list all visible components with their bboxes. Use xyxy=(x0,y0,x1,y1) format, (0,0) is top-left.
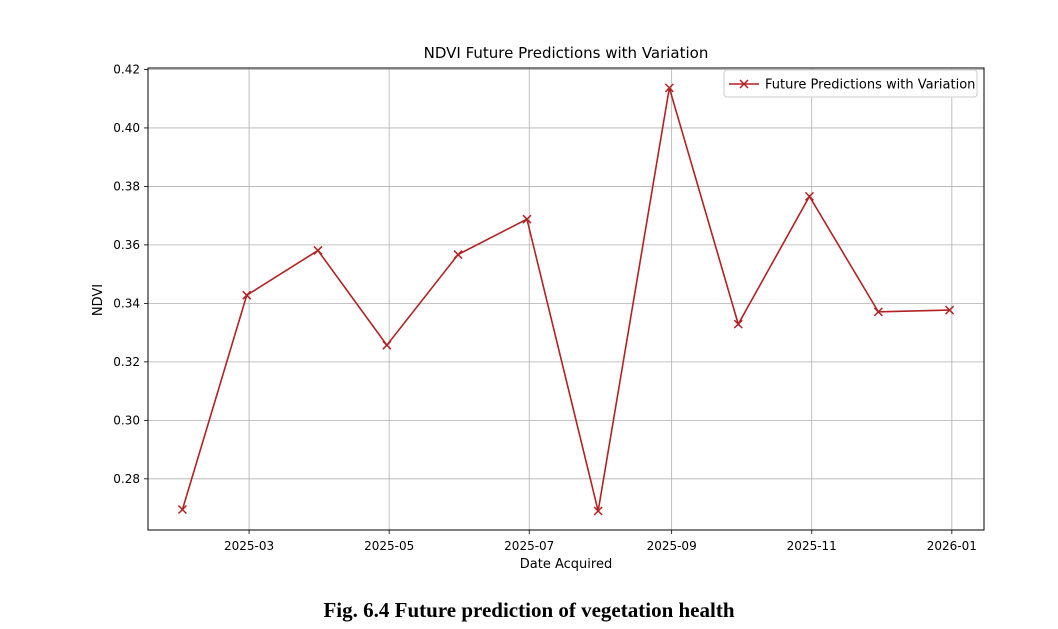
series-layer xyxy=(177,83,955,516)
chart-title: NDVI Future Predictions with Variation xyxy=(424,44,709,62)
x-tick-label: 2025-07 xyxy=(504,539,554,553)
grid xyxy=(148,68,984,530)
x-tick-label: 2025-09 xyxy=(647,539,697,553)
data-point xyxy=(873,307,883,317)
data-point xyxy=(593,506,603,516)
y-tick-label: 0.38 xyxy=(113,179,140,193)
y-tick-label: 0.28 xyxy=(113,472,140,486)
data-point xyxy=(522,214,532,224)
x-tick-label: 2025-05 xyxy=(364,539,414,553)
legend-marker xyxy=(739,79,749,89)
legend-marker-icon xyxy=(739,79,749,89)
figure-caption: Fig. 6.4 Future prediction of vegetation… xyxy=(323,598,735,622)
x-tick-label: 2026-01 xyxy=(927,539,977,553)
axes: 0.28 0.30 0.32 0.34 0.36 0.38 0.40 0.42 2025-03 2… xyxy=(113,62,985,553)
marker-stroke xyxy=(664,83,674,93)
legend-label: Future Predictions with Variation xyxy=(765,78,975,93)
x-tick-label: 2025-11 xyxy=(787,539,837,553)
plot-frame xyxy=(147,67,985,531)
y-tick-label: 0.30 xyxy=(113,413,140,427)
marker-stroke xyxy=(945,305,955,315)
data-point xyxy=(382,340,392,350)
y-tick-label: 0.34 xyxy=(113,296,140,310)
legend: Future Predictions with Variation xyxy=(723,69,978,98)
marker-stroke xyxy=(804,191,814,201)
marker-stroke xyxy=(593,506,603,516)
chart: NDVI Future Predictions with Variation D… xyxy=(91,44,985,572)
data-point xyxy=(664,83,674,93)
marker-stroke xyxy=(177,505,187,515)
marker-stroke xyxy=(242,290,252,300)
y-axis-label: NDVI xyxy=(91,284,106,316)
y-tick-label: 0.36 xyxy=(113,238,140,252)
marker-stroke xyxy=(382,340,392,350)
data-point xyxy=(177,505,187,515)
data-point xyxy=(733,319,743,329)
marker-stroke xyxy=(453,250,463,260)
data-point xyxy=(313,245,323,255)
y-tick-label: 0.40 xyxy=(113,121,140,135)
marker-stroke xyxy=(313,245,323,255)
data-point xyxy=(453,250,463,260)
x-tick-label: 2025-03 xyxy=(224,539,274,553)
legend-box xyxy=(723,69,978,98)
marker-stroke xyxy=(739,79,749,89)
marker-stroke xyxy=(522,214,532,224)
chart-svg: NDVI Future Predictions with Variation D… xyxy=(91,44,985,572)
data-point xyxy=(945,305,955,315)
series-line xyxy=(181,87,950,512)
marker-stroke xyxy=(733,319,743,329)
x-axis-label: Date Acquired xyxy=(520,557,612,572)
y-tick-label: 0.32 xyxy=(113,355,140,369)
marker-stroke xyxy=(873,307,883,317)
y-tick-label: 0.42 xyxy=(113,62,140,76)
data-point xyxy=(804,191,814,201)
data-point xyxy=(242,290,252,300)
